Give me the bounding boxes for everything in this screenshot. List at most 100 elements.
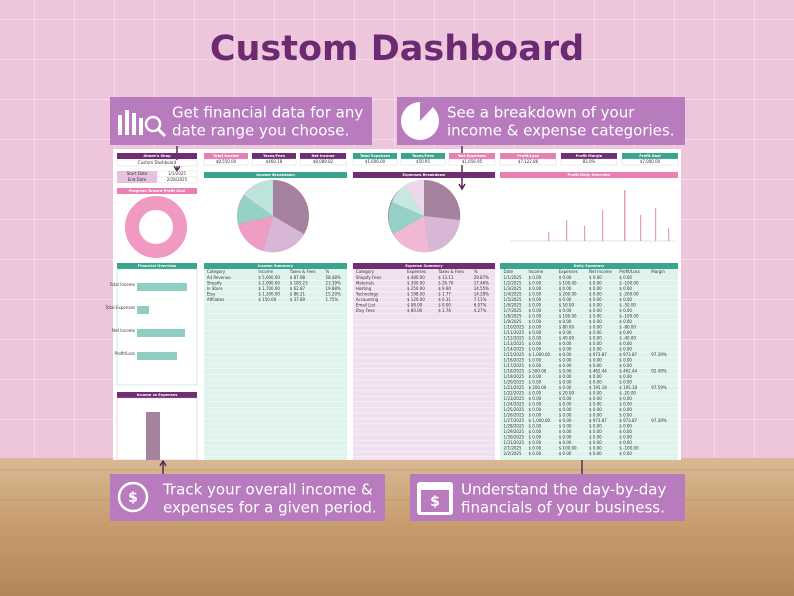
kpi-box <box>621 158 679 166</box>
cell: Shopify Fees <box>356 275 381 280</box>
cell: $ 0.00 <box>589 286 602 291</box>
cell: $ 0.00 <box>528 380 541 385</box>
ive-title-bar <box>117 392 197 398</box>
cell: $ 0.00 <box>528 451 541 456</box>
cell: $ -100.00 <box>619 314 639 319</box>
kpi-box <box>560 158 618 166</box>
income-breakdown-title: Income Breakdown <box>256 173 295 177</box>
cell: $ 0.00 <box>559 374 572 379</box>
col-header: Profit/Loss <box>619 269 640 274</box>
date-label: Start Date <box>127 171 148 176</box>
cell: $ 973.87 <box>619 352 637 357</box>
cell: $ 0.00 <box>559 341 572 346</box>
kpi-label: Profit Goal <box>639 154 661 158</box>
cell: $ 1,300.00 <box>258 292 280 297</box>
cell: $ 1,000.00 <box>528 352 550 357</box>
daily_summary-title: Daily Summary <box>574 264 605 268</box>
svg-text:$: $ <box>128 490 138 506</box>
kpi-label-bar <box>353 153 397 159</box>
cell: $ 0.00 <box>559 286 572 291</box>
callout-text: financials of your business. <box>461 499 665 517</box>
cell: $ 0.00 <box>559 402 572 407</box>
cell: $ 0.00 <box>589 308 602 313</box>
cell: 7.11% <box>474 297 487 302</box>
cell: $ 0.00 <box>528 336 541 341</box>
cell: $ 0.00 <box>528 275 541 280</box>
cell: $ 1.77 <box>438 292 451 297</box>
cell: $ 0.00 <box>528 446 541 451</box>
kpi-label: Profit Margin <box>576 154 603 158</box>
fin-label: Net Income <box>112 328 136 333</box>
cell: $ 37.89 <box>290 297 306 302</box>
goal-title-bar <box>117 188 197 194</box>
callout-text: Get financial data for any <box>172 104 363 122</box>
cell: $ 0.00 <box>619 396 632 401</box>
cell: $ 0.00 <box>619 440 632 445</box>
kpi-label: Profit/Loss <box>517 154 539 158</box>
kpi-label: Net Expenses <box>458 154 485 158</box>
cell: $ 0.00 <box>589 347 602 352</box>
cell: 1/15/2025 <box>504 352 525 357</box>
kpi-label-bar <box>449 153 495 159</box>
cell: 4.27% <box>474 308 487 313</box>
shop-name: Aimee's Shop <box>143 154 171 158</box>
cell: Etsy <box>207 292 216 297</box>
callout-text: Understand the day-by-day <box>461 481 666 499</box>
kpi-value: $8,089.82 <box>313 159 334 164</box>
kpi-label: Taxes/Fees <box>412 154 434 158</box>
cell: $ 0.00 <box>528 429 541 434</box>
cell: $ 0.00 <box>559 297 572 302</box>
cell: $ 100.00 <box>559 281 577 286</box>
cell: $ 0.00 <box>619 435 632 440</box>
cell: $ 185.23 <box>290 281 308 286</box>
cell: $ 0.00 <box>589 341 602 346</box>
cell: $ 200.00 <box>559 292 577 297</box>
cell: $ 250.00 <box>407 286 425 291</box>
cell: $ 0.00 <box>528 347 541 352</box>
cell: 1/11/2025 <box>504 330 525 335</box>
cell: $ 0.00 <box>559 330 572 335</box>
cell: $ 100.00 <box>559 314 577 319</box>
date-label: End Date <box>128 177 147 182</box>
cell: Technology <box>355 292 379 297</box>
cell: $ 87.98 <box>290 275 306 280</box>
cell: $ 0.31 <box>438 297 451 302</box>
cell: $ 0.00 <box>619 347 632 352</box>
cell: $ 0.00 <box>528 281 541 286</box>
expense-pie <box>388 179 461 253</box>
income_summary-title: Income Summary <box>258 264 294 268</box>
income-breakdown-title-bar <box>204 172 347 178</box>
cell: 15.20% <box>326 292 341 297</box>
cell: 58.48% <box>326 275 341 280</box>
kpi-box <box>400 158 446 166</box>
cell: Hosting <box>356 286 372 291</box>
fin-label: Total Expenses <box>104 305 135 310</box>
cell: $ 0.00 <box>589 330 602 335</box>
cell: $ 973.87 <box>589 418 607 423</box>
cell: 1/3/2025 <box>504 286 522 291</box>
kpi-box <box>352 158 398 166</box>
cell: 1/21/2025 <box>504 385 525 390</box>
table-bg <box>353 269 495 460</box>
cell: $ 0.00 <box>559 352 572 357</box>
cell: $ 0.00 <box>619 424 632 429</box>
cell: $ 0.00 <box>619 330 632 335</box>
cell: $ 0.00 <box>528 435 541 440</box>
cell: $ 0.00 <box>619 402 632 407</box>
cell: $ 0.00 <box>559 424 572 429</box>
cell: $ 0.00 <box>528 440 541 445</box>
kpi-value: $7,122.86 <box>518 159 539 164</box>
cell: $ 0.00 <box>619 286 632 291</box>
kpi-value: $7,000.00 <box>640 159 661 164</box>
cell: Accounting <box>356 297 379 302</box>
profit-daily-title-bar <box>500 172 678 178</box>
cell: $ 80.00 <box>407 308 423 313</box>
cell: $ 0.00 <box>619 374 632 379</box>
cell: $ 0.00 <box>528 303 541 308</box>
callout-text: Track your overall income & <box>162 481 373 499</box>
cell: 1/10/2025 <box>504 325 525 330</box>
profit-bars <box>510 190 675 242</box>
cell: $ 0.00 <box>528 292 541 297</box>
cell: 29.87% <box>474 275 489 280</box>
cell: $ 0.00 <box>619 297 632 302</box>
